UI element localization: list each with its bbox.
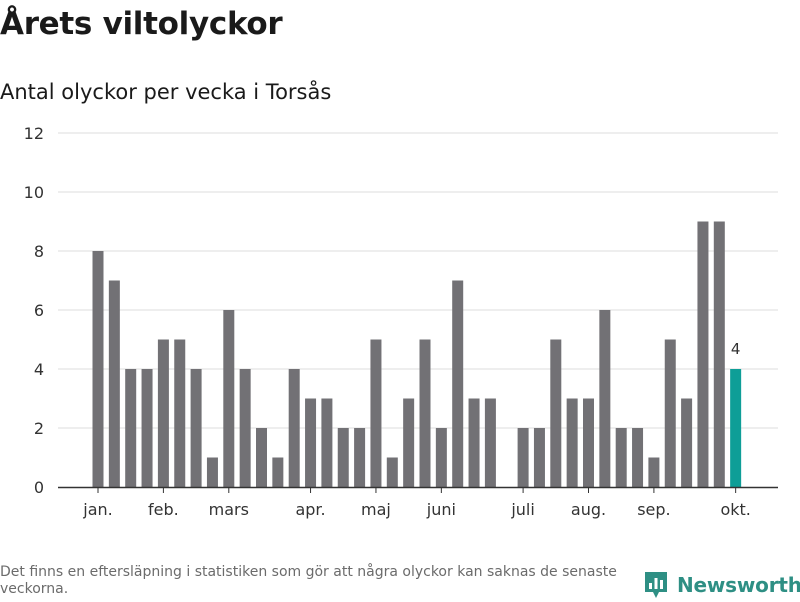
bar-v3 bbox=[125, 369, 137, 487]
x-tick-label: maj bbox=[361, 500, 391, 519]
y-tick-label: 6 bbox=[34, 301, 44, 320]
bar-v34 bbox=[632, 428, 644, 487]
bar-v39 bbox=[713, 221, 725, 487]
bar-v21 bbox=[419, 339, 431, 487]
x-tick-label: juli bbox=[510, 500, 534, 519]
bar-v5 bbox=[157, 339, 169, 487]
bar-v7 bbox=[190, 369, 202, 487]
brand-logo[interactable]: Newsworthy bbox=[643, 568, 800, 602]
x-tick-label: mars bbox=[209, 500, 249, 519]
y-tick-label: 8 bbox=[34, 242, 44, 261]
brand-name: Newsworthy bbox=[677, 573, 800, 597]
bar-v11 bbox=[256, 428, 267, 487]
x-tick-label: okt. bbox=[720, 500, 750, 519]
bar-v14 bbox=[305, 398, 317, 487]
y-tick-label: 10 bbox=[24, 183, 44, 202]
bar-chart-logo-icon bbox=[645, 572, 667, 598]
bar-v19 bbox=[386, 457, 398, 487]
data-labels: 4 bbox=[731, 340, 741, 358]
x-tick-label: juni bbox=[426, 500, 456, 519]
bar-v15 bbox=[321, 398, 333, 487]
x-tick-label: aug. bbox=[571, 500, 606, 519]
bar-v4 bbox=[141, 369, 153, 487]
chart-title: Årets viltolyckor bbox=[0, 6, 283, 42]
bar-v28 bbox=[533, 428, 545, 487]
bar-chart: 0 2 4 6 8 10 12 jan. feb. mars apr. maj juni juli aug… bbox=[24, 124, 778, 519]
y-tick-label: 2 bbox=[34, 419, 44, 438]
bar-v2 bbox=[108, 280, 120, 487]
bars bbox=[92, 221, 742, 487]
bar-v10 bbox=[239, 369, 251, 487]
bar-v16 bbox=[337, 428, 349, 487]
bar-v36 bbox=[664, 339, 676, 487]
chart-subtitle: Antal olyckor per vecka i Torsås bbox=[0, 80, 332, 104]
x-tick-label: jan. bbox=[82, 500, 112, 519]
bar-v18 bbox=[370, 339, 382, 487]
bar-v17 bbox=[354, 428, 366, 487]
y-tick-label: 12 bbox=[24, 124, 44, 143]
bar-v24 bbox=[468, 398, 480, 487]
bar-v31 bbox=[583, 398, 594, 487]
bar-v23 bbox=[452, 280, 464, 487]
bar-v13 bbox=[288, 369, 300, 487]
bar-v38 bbox=[697, 221, 709, 487]
bar-v1 bbox=[92, 251, 104, 487]
bar-v35 bbox=[648, 457, 660, 487]
x-axis-ticks: jan. feb. mars apr. maj juni juli aug. sep. okt. bbox=[58, 486, 778, 519]
bar-v20 bbox=[403, 398, 415, 487]
data-label: 4 bbox=[731, 340, 741, 358]
bar-v30 bbox=[566, 398, 578, 487]
y-tick-label: 0 bbox=[34, 478, 44, 497]
bar-v9 bbox=[223, 310, 235, 487]
bar-v27 bbox=[517, 428, 529, 487]
bar-v22 bbox=[435, 428, 447, 487]
bar-v40 bbox=[730, 369, 742, 487]
bar-v32 bbox=[599, 310, 611, 487]
bar-v29 bbox=[550, 339, 562, 487]
x-tick-label: apr. bbox=[295, 500, 325, 519]
y-axis-ticks: 0 2 4 6 8 10 12 bbox=[24, 124, 44, 497]
y-tick-label: 4 bbox=[34, 360, 44, 379]
bar-v37 bbox=[681, 398, 693, 487]
x-tick-label: sep. bbox=[637, 500, 670, 519]
bar-v8 bbox=[206, 457, 218, 487]
bar-v6 bbox=[174, 339, 186, 487]
bar-v33 bbox=[615, 428, 627, 487]
x-tick-label: feb. bbox=[148, 500, 179, 519]
bar-v12 bbox=[272, 457, 284, 487]
bar-v25 bbox=[484, 398, 496, 487]
footnote: Det finns en eftersläpning i statistiken… bbox=[0, 564, 617, 597]
